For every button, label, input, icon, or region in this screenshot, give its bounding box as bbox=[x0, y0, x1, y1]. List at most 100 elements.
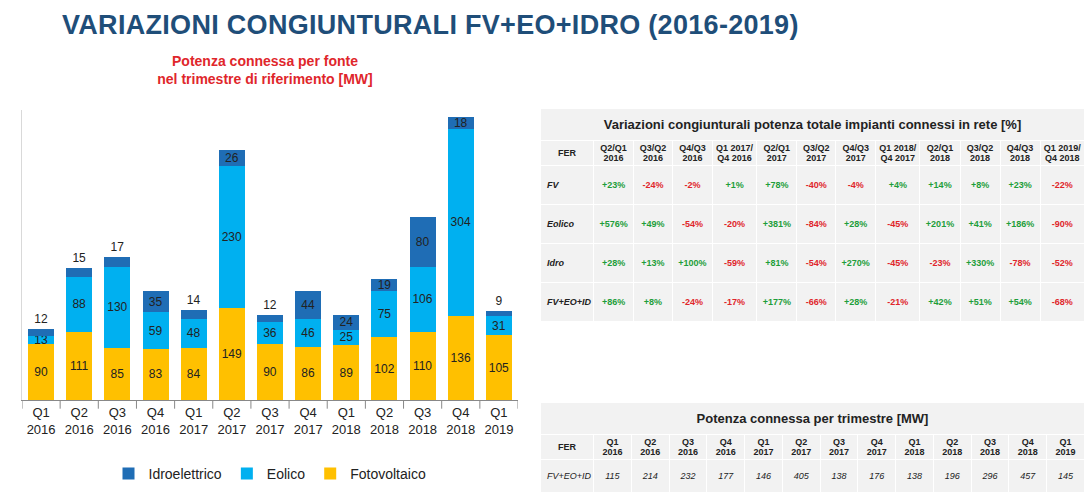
html-text:Q2 2017: Q2 2017 bbox=[791, 437, 812, 457]
svg-text:12: 12 bbox=[263, 298, 277, 312]
svg-text:89: 89 bbox=[339, 366, 353, 380]
svg-text:17: 17 bbox=[111, 240, 125, 254]
html-text:Q4/Q3 2016: Q4/Q3 2016 bbox=[679, 143, 706, 163]
svg-text:Q22017: Q22017 bbox=[217, 405, 246, 437]
svg-text:48: 48 bbox=[187, 326, 201, 340]
svg-text:85: 85 bbox=[111, 367, 125, 381]
html-text:FV: FV bbox=[547, 180, 559, 190]
svg-text:15: 15 bbox=[72, 251, 86, 265]
svg-text:9: 9 bbox=[495, 294, 502, 308]
svg-text:18: 18 bbox=[454, 116, 468, 130]
svg-text:88: 88 bbox=[72, 297, 86, 311]
html-text:Eolico: Eolico bbox=[547, 219, 574, 229]
html-text:+8%: +8% bbox=[970, 180, 990, 190]
svg-text:80: 80 bbox=[416, 235, 430, 249]
html-text:Q4 2016: Q4 2016 bbox=[715, 437, 736, 457]
html-text:Q1 2017: Q1 2017 bbox=[753, 437, 774, 457]
html-text:Q2 2018: Q2 2018 bbox=[942, 437, 963, 457]
svg-text:83: 83 bbox=[149, 367, 163, 381]
html-text:Q4 2017: Q4 2017 bbox=[866, 437, 887, 457]
html-text:-2%: -2% bbox=[684, 180, 701, 190]
svg-text:105: 105 bbox=[489, 361, 509, 375]
html-text:Q1 2017/ Q4 2016: Q1 2017/ Q4 2016 bbox=[716, 143, 754, 163]
svg-text:Q42017: Q42017 bbox=[294, 405, 323, 437]
svg-text:25: 25 bbox=[339, 330, 353, 344]
svg-text:Q12017: Q12017 bbox=[179, 405, 208, 437]
svg-text:Q12019: Q12019 bbox=[484, 405, 513, 437]
svg-text:59: 59 bbox=[149, 324, 163, 338]
svg-text:Eolico: Eolico bbox=[267, 466, 305, 482]
html-text:-24%: -24% bbox=[642, 180, 664, 190]
svg-text:26: 26 bbox=[225, 151, 239, 165]
svg-text:304: 304 bbox=[451, 215, 471, 229]
svg-text:44: 44 bbox=[301, 298, 315, 312]
svg-text:24: 24 bbox=[339, 315, 353, 329]
svg-text:Q42018: Q42018 bbox=[446, 405, 475, 437]
html-text:Q4 2018: Q4 2018 bbox=[1017, 437, 1038, 457]
html-text:-40%: -40% bbox=[805, 180, 827, 190]
html-text:+1%: +1% bbox=[725, 180, 744, 190]
svg-text:111: 111 bbox=[70, 359, 89, 373]
svg-text:130: 130 bbox=[107, 300, 127, 314]
svg-text:35: 35 bbox=[149, 295, 163, 309]
svg-text:86: 86 bbox=[301, 366, 315, 380]
svg-text:90: 90 bbox=[34, 365, 48, 379]
svg-text:Q42016: Q42016 bbox=[141, 405, 170, 437]
html-text:-4%: -4% bbox=[847, 180, 864, 190]
svg-text:90: 90 bbox=[263, 365, 277, 379]
html-text:VARIAZIONI CONGIUNTURALI FV+EO: VARIAZIONI CONGIUNTURALI FV+EO+IDRO (201… bbox=[62, 10, 799, 40]
svg-text:Idroelettrico: Idroelettrico bbox=[149, 466, 222, 482]
html-text:+23%: +23% bbox=[1008, 180, 1032, 190]
svg-text:19: 19 bbox=[378, 278, 392, 292]
html-text:+4%: +4% bbox=[888, 180, 907, 190]
svg-text:Q12018: Q12018 bbox=[332, 405, 361, 437]
html-text:FER: FER bbox=[558, 148, 576, 158]
svg-text:14: 14 bbox=[187, 293, 201, 307]
html-text:Q2/Q1 2016: Q2/Q1 2016 bbox=[600, 143, 627, 163]
html-text:Q4/Q3 2017: Q4/Q3 2017 bbox=[842, 143, 869, 163]
html-text:Q1 2019/ Q4 2018: Q1 2019/ Q4 2018 bbox=[1043, 143, 1081, 163]
svg-text:13: 13 bbox=[34, 333, 48, 347]
svg-text:Q32016: Q32016 bbox=[103, 405, 132, 437]
svg-text:Q12016: Q12016 bbox=[27, 405, 56, 437]
html-text:Q3/Q2 2017: Q3/Q2 2017 bbox=[803, 143, 830, 163]
html-text:+23%: +23% bbox=[601, 180, 626, 190]
svg-text:12: 12 bbox=[34, 312, 48, 326]
html-text:Q4/Q3 2018: Q4/Q3 2018 bbox=[1006, 143, 1034, 163]
html-text:Q3 2017: Q3 2017 bbox=[829, 437, 849, 457]
html-text:Q1 2018/ Q4 2017: Q1 2018/ Q4 2017 bbox=[879, 143, 917, 163]
svg-text:Q22018: Q22018 bbox=[370, 405, 399, 437]
html-text:Variazioni congiunturali poten: Variazioni congiunturali potenza totale … bbox=[603, 117, 1022, 132]
svg-text:Q32018: Q32018 bbox=[408, 405, 437, 437]
html-text:Potenza connessa per trimestre: Potenza connessa per trimestre [MW] bbox=[696, 411, 929, 426]
html-text:+576%: +576% bbox=[599, 219, 628, 229]
svg-text:Potenza connessa per fontenel: Potenza connessa per fontenel trimestre … bbox=[157, 53, 372, 87]
svg-text:136: 136 bbox=[451, 351, 471, 365]
svg-text:36: 36 bbox=[263, 326, 277, 340]
html-text:+78%: +78% bbox=[765, 180, 789, 190]
svg-text:102: 102 bbox=[374, 362, 394, 376]
html-text:Q3 2016: Q3 2016 bbox=[677, 437, 698, 457]
html-text:Q2/Q1 2017: Q2/Q1 2017 bbox=[763, 143, 790, 163]
svg-text:46: 46 bbox=[301, 326, 315, 340]
svg-text:75: 75 bbox=[378, 307, 392, 321]
svg-text:31: 31 bbox=[492, 319, 506, 333]
html-text:Q3 2018: Q3 2018 bbox=[980, 437, 1001, 457]
svg-text:106: 106 bbox=[412, 292, 432, 306]
html-text:+14%: +14% bbox=[928, 180, 952, 190]
svg-text:Fotovoltaico: Fotovoltaico bbox=[350, 466, 426, 482]
svg-text:230: 230 bbox=[222, 230, 242, 244]
html-text:Q1 2019: Q1 2019 bbox=[1055, 437, 1076, 457]
html-text:Q1 2018: Q1 2018 bbox=[904, 437, 925, 457]
svg-text:149: 149 bbox=[222, 347, 242, 361]
html-text:-22%: -22% bbox=[1051, 180, 1073, 190]
svg-text:110: 110 bbox=[413, 359, 432, 373]
svg-text:Q22016: Q22016 bbox=[65, 405, 94, 437]
html-text:Q1 2016: Q1 2016 bbox=[602, 437, 623, 457]
html-text:Q3/Q2 2016: Q3/Q2 2016 bbox=[639, 143, 667, 163]
html-text:Q2/Q1 2018: Q2/Q1 2018 bbox=[926, 143, 954, 163]
svg-text:84: 84 bbox=[187, 367, 201, 381]
html-text:Q2 2016: Q2 2016 bbox=[640, 437, 661, 457]
html-text:Q3/Q2 2018: Q3/Q2 2018 bbox=[966, 143, 994, 163]
svg-text:Q32017: Q32017 bbox=[256, 405, 285, 437]
